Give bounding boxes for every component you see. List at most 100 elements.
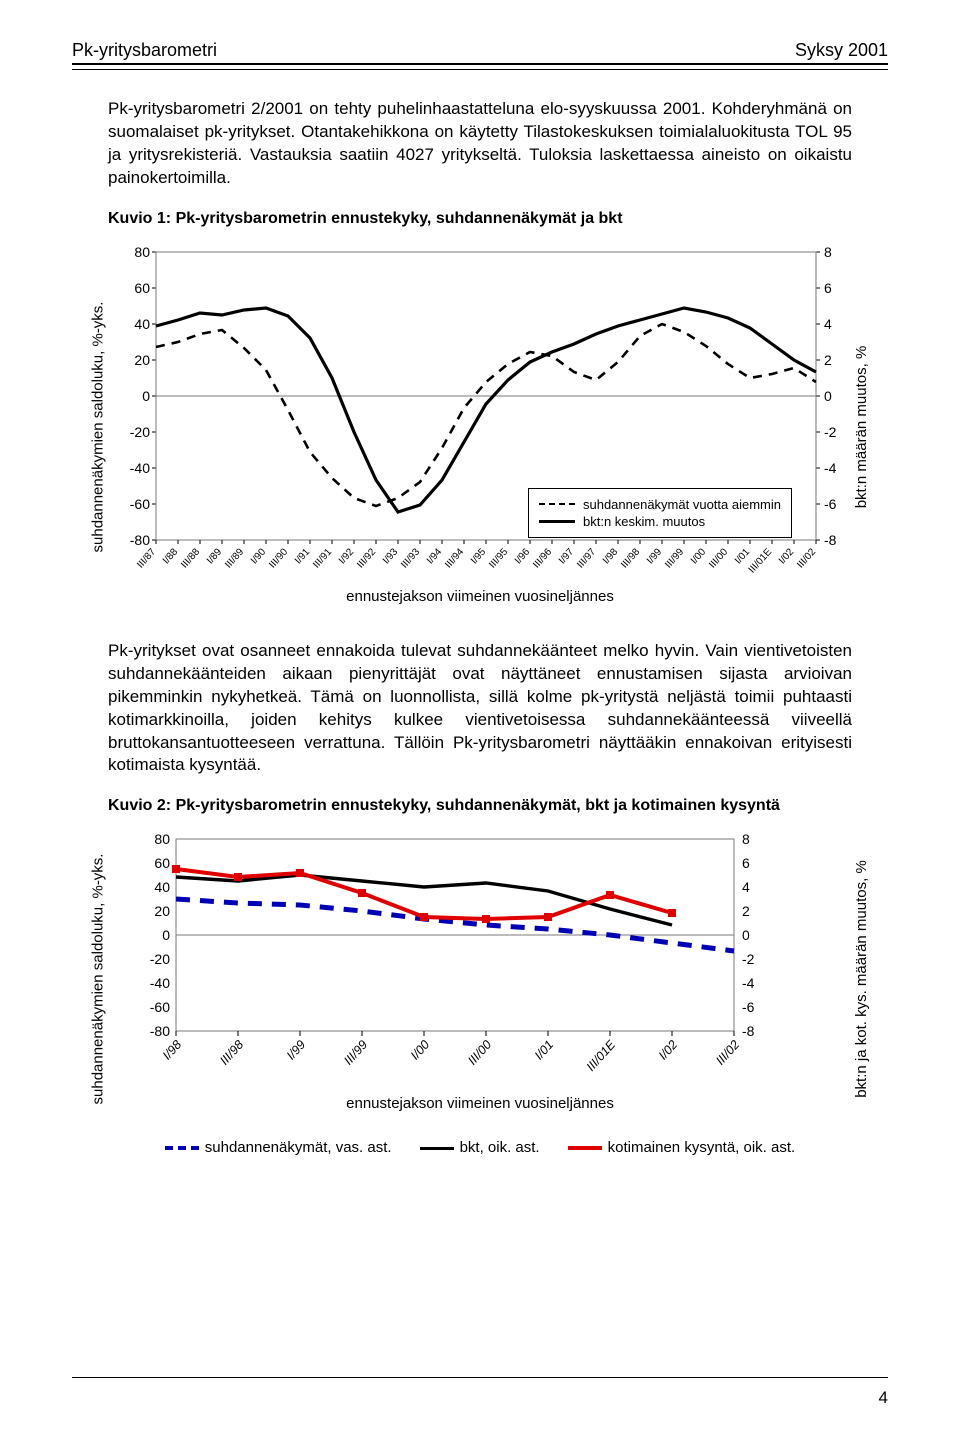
svg-text:4: 4 — [742, 879, 750, 895]
intro-paragraph: Pk-yritysbarometri 2/2001 on tehty puhel… — [72, 98, 888, 190]
svg-text:III/88: III/88 — [179, 546, 202, 570]
svg-text:8: 8 — [824, 244, 832, 260]
svg-text:I/92: I/92 — [337, 546, 357, 566]
svg-text:I/96: I/96 — [513, 546, 533, 566]
chart1-ylabel-right: bkt:n määrän muutos, % — [854, 345, 871, 508]
header-rule — [72, 63, 888, 70]
chart1-xlabel: ennustejakson viimeinen vuosineljännes — [108, 588, 852, 605]
svg-text:I/98: I/98 — [160, 1038, 184, 1063]
svg-text:-4: -4 — [742, 975, 755, 991]
svg-text:-40: -40 — [150, 975, 170, 991]
svg-text:I/95: I/95 — [469, 546, 489, 566]
legend-dash-label: suhdannenäkymät vuotta aiemmin — [583, 497, 781, 512]
svg-text:8: 8 — [742, 831, 750, 847]
svg-text:I/90: I/90 — [249, 546, 269, 566]
svg-text:III/02: III/02 — [713, 1038, 742, 1068]
svg-text:2: 2 — [824, 352, 832, 368]
svg-text:40: 40 — [134, 316, 150, 332]
svg-text:0: 0 — [162, 927, 170, 943]
figure1-chart: suhdannenäkymien saldoluku, %-yks. bkt:n… — [108, 242, 852, 612]
svg-text:6: 6 — [742, 855, 750, 871]
svg-text:III/98: III/98 — [217, 1038, 246, 1068]
chart2-xlabel: ennustejakson viimeinen vuosineljännes — [108, 1095, 852, 1112]
svg-text:-2: -2 — [824, 424, 837, 440]
svg-text:0: 0 — [824, 388, 832, 404]
svg-text:III/91: III/91 — [311, 546, 334, 570]
svg-text:I/00: I/00 — [408, 1038, 432, 1063]
chart2-ylabel-right: bkt:n ja kot. kys. määrän muutos, % — [854, 861, 871, 1099]
svg-text:-20: -20 — [130, 424, 150, 440]
svg-text:-60: -60 — [150, 999, 170, 1015]
svg-text:I/97: I/97 — [557, 546, 577, 566]
svg-text:I/02: I/02 — [656, 1038, 680, 1063]
svg-text:-6: -6 — [824, 496, 837, 512]
svg-text:I/00: I/00 — [689, 546, 709, 566]
svg-text:40: 40 — [154, 879, 170, 895]
svg-text:80: 80 — [154, 831, 170, 847]
svg-text:I/93: I/93 — [381, 546, 401, 566]
svg-text:I/94: I/94 — [425, 546, 445, 566]
svg-text:III/94: III/94 — [443, 546, 466, 570]
figure2-caption: Kuvio 2: Pk-yritysbarometrin ennustekyky… — [72, 797, 888, 815]
svg-text:III/87: III/87 — [135, 546, 158, 570]
legend2-black-label: bkt, oik. ast. — [460, 1139, 540, 1156]
svg-text:III/95: III/95 — [487, 546, 510, 570]
figure2-chart: suhdannenäkymien saldoluku, %-yks. bkt:n… — [108, 829, 852, 1129]
svg-text:III/99: III/99 — [663, 546, 686, 570]
svg-text:III/96: III/96 — [531, 546, 554, 570]
svg-text:20: 20 — [134, 352, 150, 368]
svg-text:I/98: I/98 — [601, 546, 621, 566]
chart2-legend: suhdannenäkymät, vas. ast. bkt, oik. ast… — [108, 1139, 852, 1156]
svg-text:-40: -40 — [130, 460, 150, 476]
svg-text:I/88: I/88 — [161, 546, 181, 566]
svg-text:III/00: III/00 — [465, 1038, 494, 1068]
svg-text:0: 0 — [142, 388, 150, 404]
svg-text:I/99: I/99 — [284, 1038, 308, 1063]
mid-paragraph: Pk-yritykset ovat osanneet ennakoida tul… — [72, 640, 888, 778]
svg-text:4: 4 — [824, 316, 832, 332]
svg-text:III/90: III/90 — [267, 546, 290, 570]
svg-text:I/91: I/91 — [293, 546, 313, 566]
svg-text:III/02: III/02 — [795, 546, 818, 570]
svg-text:80: 80 — [134, 244, 150, 260]
svg-text:III/92: III/92 — [355, 546, 378, 570]
svg-text:60: 60 — [154, 855, 170, 871]
svg-text:I/01: I/01 — [532, 1038, 556, 1063]
footer-rule-wrap — [72, 1377, 888, 1382]
svg-text:-8: -8 — [824, 532, 837, 548]
legend2-red-label: kotimainen kysyntä, oik. ast. — [608, 1139, 796, 1156]
svg-text:III/99: III/99 — [341, 1038, 370, 1068]
legend-solid-swatch — [539, 520, 575, 523]
legend2-black-swatch — [420, 1147, 454, 1150]
svg-text:-4: -4 — [824, 460, 837, 476]
svg-text:60: 60 — [134, 280, 150, 296]
svg-text:III/00: III/00 — [707, 546, 730, 570]
svg-text:I/89: I/89 — [205, 546, 225, 566]
svg-text:III/89: III/89 — [223, 546, 246, 570]
legend-dash-swatch — [539, 503, 575, 505]
svg-text:III/01E: III/01E — [584, 1038, 619, 1075]
svg-text:III/01E: III/01E — [747, 546, 775, 575]
legend2-dash-label: suhdannenäkymät, vas. ast. — [205, 1139, 392, 1156]
svg-text:III/93: III/93 — [399, 546, 422, 570]
svg-text:III/98: III/98 — [619, 546, 642, 570]
svg-text:I/02: I/02 — [777, 546, 797, 566]
svg-text:I/99: I/99 — [645, 546, 665, 566]
svg-text:III/97: III/97 — [575, 546, 598, 570]
svg-text:-20: -20 — [150, 951, 170, 967]
svg-text:I/01: I/01 — [733, 546, 753, 566]
figure1-caption: Kuvio 1: Pk-yritysbarometrin ennustekyky… — [72, 210, 888, 228]
header-right: Syksy 2001 — [795, 40, 888, 61]
chart1-legend: suhdannenäkymät vuotta aiemmin bkt:n kes… — [528, 488, 792, 538]
chart1-ylabel-left: suhdannenäkymien saldoluku, %-yks. — [90, 301, 107, 552]
svg-text:20: 20 — [154, 903, 170, 919]
svg-text:2: 2 — [742, 903, 750, 919]
chart2-ylabel-left: suhdannenäkymien saldoluku, %-yks. — [90, 854, 107, 1105]
svg-text:-80: -80 — [150, 1023, 170, 1039]
svg-text:-6: -6 — [742, 999, 755, 1015]
svg-text:-8: -8 — [742, 1023, 755, 1039]
svg-text:0: 0 — [742, 927, 750, 943]
page-number: 4 — [879, 1388, 888, 1408]
legend2-red-swatch — [568, 1146, 602, 1150]
svg-text:6: 6 — [824, 280, 832, 296]
